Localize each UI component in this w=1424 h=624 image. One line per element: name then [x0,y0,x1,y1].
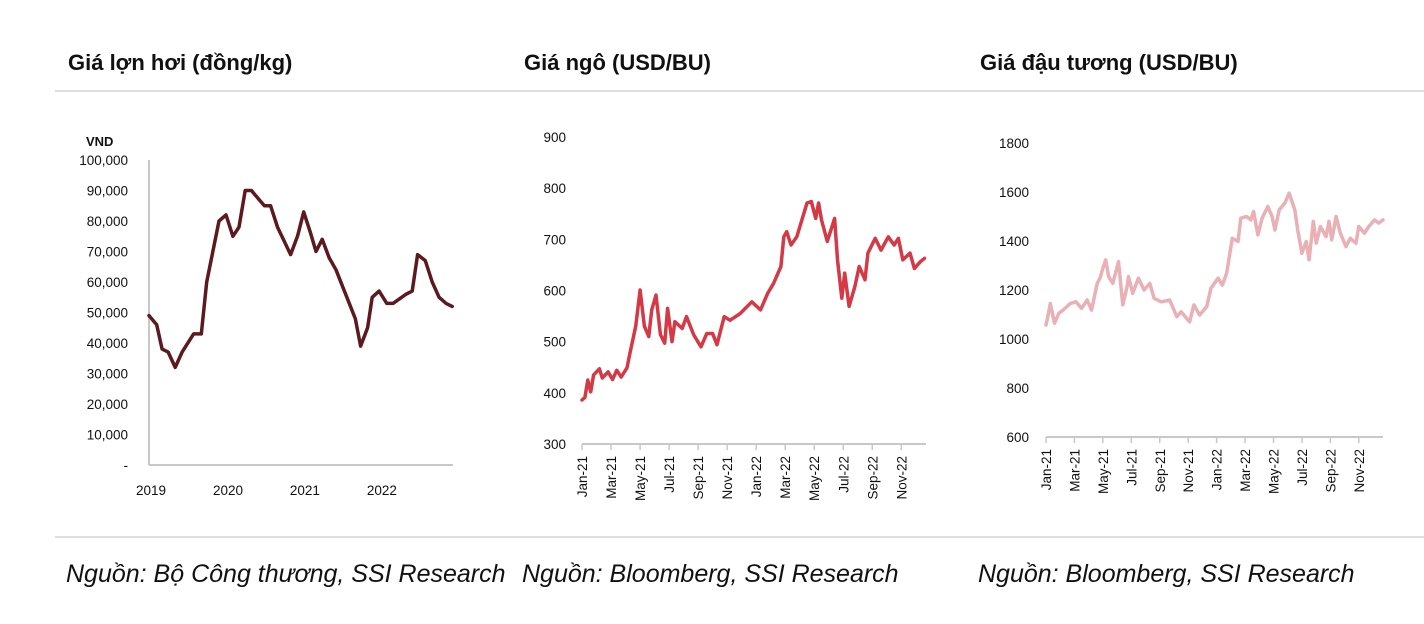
y-tick-label: 600 [1006,430,1029,445]
source-note-soybean: Nguồn: Bloomberg, SSI Research [978,560,1355,588]
x-tick-label: Mar-21 [604,456,619,499]
x-tick-label: Jul-22 [836,456,851,493]
x-tick-label: Jul-22 [1295,449,1310,486]
y-tick-label: 900 [543,130,566,145]
y-tick-label: 800 [1006,381,1029,396]
x-tick-label: 2020 [213,483,243,498]
corn-price-chart: 300 400 500 600 700 800 900 Jan-21 Mar-21 May-21 J… [543,130,927,501]
x-tick-label: Jan-21 [575,456,590,497]
y-tick-label: 500 [543,335,566,350]
y-tick-label: 50,000 [87,306,128,321]
x-tick-label: May-21 [633,456,648,501]
y-tick-label: 700 [543,232,566,247]
x-tick-label: Mar-21 [1067,449,1082,492]
price-series-line [1044,191,1385,327]
x-tick-label: May-21 [1096,449,1111,494]
y-tick-label: 90,000 [87,184,128,199]
y-tick-label: 60,000 [87,275,128,290]
y-tick-label: 600 [543,284,566,299]
x-tick-label: Nov-21 [720,456,735,500]
y-tick-label: 80,000 [87,214,128,229]
x-tick-label: Nov-21 [1181,449,1196,493]
price-series-line [580,199,927,402]
x-tick-label: May-22 [807,456,822,501]
x-tick-label: 2022 [367,483,397,498]
x-tick-label: Nov-22 [1352,449,1367,493]
x-tick-label: Nov-22 [894,456,909,500]
source-note-corn: Nguồn: Bloomberg, SSI Research [522,560,899,588]
chart-title-corn: Giá ngô (USD/BU) [524,50,711,75]
y-tick-label: 30,000 [87,367,128,382]
x-tick-label: Sep-22 [865,456,880,500]
source-note-pork: Nguồn: Bộ Công thương, SSI Research [66,560,506,588]
x-tick-label: Jul-21 [1124,449,1139,486]
pork-price-chart: - 10,000 20,000 30,000 40,000 50,000 60,000 70,… [79,153,454,498]
x-tick-label: 2021 [290,483,320,498]
x-tick-label: Jan-22 [1210,449,1225,490]
y-tick-label: 70,000 [87,245,128,260]
soybean-price-chart: 600 800 1000 1200 1400 1600 1800 Jan-21 Mar-21 Ma… [999,136,1385,494]
x-tick-label: 2019 [136,483,166,498]
chart-title-soybean: Giá đậu tương (USD/BU) [980,50,1238,75]
y-tick-label: 1400 [999,234,1029,249]
chart-title-pork: Giá lợn hơi (đồng/kg) [68,50,292,75]
y-tick-label: 10,000 [87,428,128,443]
x-tick-label: Sep-21 [1153,449,1168,493]
x-tick-label: Sep-21 [691,456,706,500]
y-tick-label: 1000 [999,332,1029,347]
x-tick-label: Jul-21 [662,456,677,493]
y-axis-unit-pork: VND [86,134,113,149]
x-tick-label: Mar-22 [778,456,793,499]
y-tick-label: 400 [543,386,566,401]
price-series-line [147,188,454,370]
y-tick-label: 100,000 [79,153,128,168]
y-tick-label: 300 [543,437,566,452]
x-tick-label: May-22 [1267,449,1282,494]
x-tick-label: Jan-22 [749,456,764,497]
y-tick-label: - [124,458,129,473]
y-tick-label: 1200 [999,283,1029,298]
x-tick-label: Mar-22 [1238,449,1253,492]
y-tick-label: 1600 [999,185,1029,200]
y-tick-label: 800 [543,181,566,196]
x-tick-label: Jan-21 [1039,449,1054,490]
x-tick-label: Sep-22 [1323,449,1338,493]
y-tick-label: 40,000 [87,336,128,351]
y-tick-label: 1800 [999,136,1029,151]
y-tick-label: 20,000 [87,397,128,412]
